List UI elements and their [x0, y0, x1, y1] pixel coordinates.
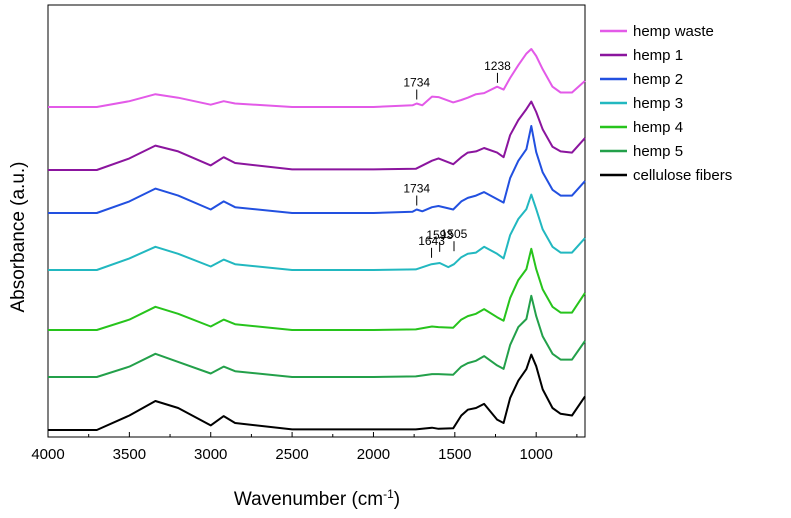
annotation-label: 1505	[441, 227, 468, 241]
series-line-hemp-4	[48, 247, 586, 331]
series-line-hemp-3	[48, 193, 586, 271]
x-tick-label: 2000	[357, 446, 390, 463]
legend-label: hemp waste	[633, 23, 714, 40]
x-tick-label: 1000	[519, 446, 552, 463]
series-lines	[48, 48, 586, 431]
annotation-label: 1238	[484, 59, 511, 73]
x-tick-label: 2500	[275, 446, 308, 463]
series-line-hemp-1	[48, 100, 586, 171]
series-line-cellulose-fibers	[48, 353, 586, 431]
x-tick-label: 1500	[438, 446, 471, 463]
x-axis-title: Wavenumber (cm-1)	[234, 487, 400, 510]
series-line-hemp-5	[48, 294, 586, 378]
legend-label: hemp 3	[633, 95, 683, 112]
x-axis-title-main: Wavenumber (cm	[234, 489, 383, 510]
x-tick-label: 3500	[113, 446, 146, 463]
plot-frame	[47, 4, 586, 438]
legend-label: hemp 5	[633, 143, 683, 160]
series-line-hemp-waste	[48, 48, 586, 108]
plot-border	[47, 4, 586, 438]
legend-label: hemp 2	[633, 71, 683, 88]
legend-label: hemp 4	[633, 119, 683, 136]
legend: hemp waste hemp 1 hemp 2 hemp 3 hemp 4 hemp 5…	[600, 23, 732, 184]
x-axis-title-end: )	[394, 489, 400, 510]
y-axis-title: Absorbance (a.u.)	[8, 161, 29, 312]
annotation-label: 1734	[403, 182, 430, 196]
legend-label: cellulose fibers	[633, 167, 732, 184]
legend-label: hemp 1	[633, 47, 683, 64]
annotation-label: 1734	[403, 76, 430, 90]
x-axis-ticks: 4000 3500 3000 2500 2000 1500 1000	[31, 432, 578, 463]
x-tick-label: 4000	[31, 446, 64, 463]
series-line-hemp-2	[48, 125, 586, 214]
annotation-label: 1593	[426, 228, 453, 242]
annotation-label: 1643	[418, 234, 445, 248]
x-axis-title-sup: -1	[383, 487, 394, 501]
x-tick-label: 3000	[194, 446, 227, 463]
